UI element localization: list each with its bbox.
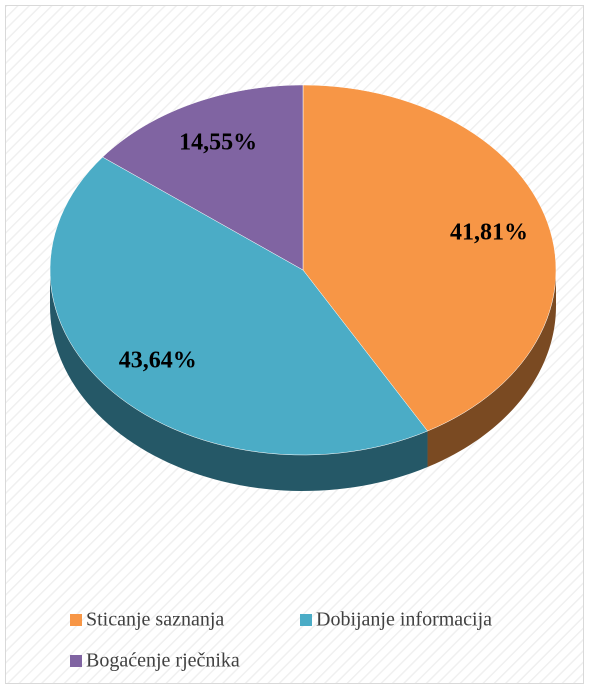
legend-label: Sticanje saznanja — [86, 609, 224, 631]
legend-label: Dobijanje informacija — [316, 609, 492, 631]
pie-slice — [302, 84, 557, 432]
pie-side — [50, 270, 428, 491]
legend: Sticanje saznanja Dobijanje informacija Bo… — [70, 609, 492, 672]
legend-swatch — [70, 655, 82, 667]
legend-swatch — [70, 614, 82, 626]
pie-slice — [102, 84, 304, 271]
pie: 41,81% 43,64% 14,55% — [49, 84, 557, 491]
pie-slice — [49, 156, 428, 456]
legend-swatch — [300, 614, 312, 626]
legend-label: Bogaćenje rječnika — [86, 650, 240, 672]
data-label: 14,55% — [179, 129, 257, 155]
data-label: 41,81% — [450, 220, 528, 246]
data-label: 43,64% — [119, 348, 197, 374]
pie-side — [427, 270, 556, 468]
